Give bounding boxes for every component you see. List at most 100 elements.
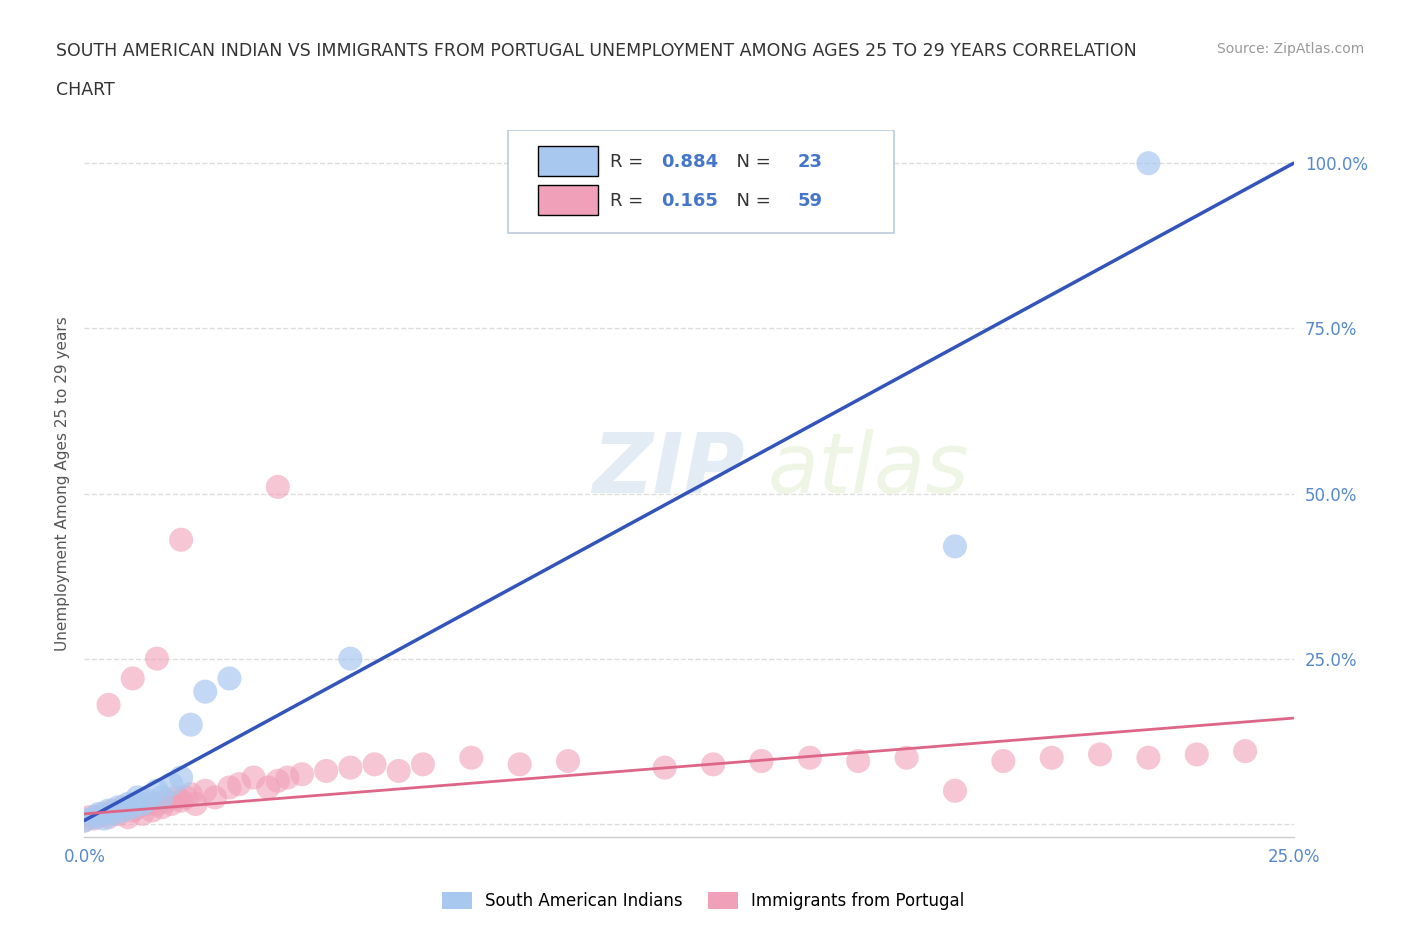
Point (174, 790, 197, 804)
Text: 0.165: 0.165 (661, 192, 718, 210)
Point (83, 811, 105, 826)
Point (993, 753, 1015, 768)
Point (218, 671, 240, 686)
Point (170, 770, 193, 785)
Point (121, 800, 143, 815)
Text: N =: N = (725, 192, 776, 210)
Point (131, 796, 153, 811)
Point (127, 790, 149, 804)
Point (155, 793, 177, 808)
Point (194, 783, 217, 798)
Point (654, 760, 676, 775)
Point (194, 684, 217, 699)
Text: CHART: CHART (56, 81, 115, 99)
FancyBboxPatch shape (508, 130, 894, 232)
Point (180, 717, 202, 732)
Point (412, 757, 434, 772)
FancyBboxPatch shape (538, 146, 599, 176)
Point (117, 796, 139, 811)
Point (160, 796, 183, 811)
Point (103, 806, 125, 821)
Point (257, 780, 280, 795)
Point (339, 760, 361, 775)
Point (276, 770, 298, 785)
Point (267, 774, 290, 789)
Point (73, 813, 96, 828)
Point (170, 532, 193, 547)
Point (1185, 747, 1208, 762)
Text: 23: 23 (797, 153, 823, 171)
Point (87, 808, 110, 823)
Point (117, 810, 139, 825)
Text: 0.884: 0.884 (661, 153, 718, 171)
Point (846, 753, 869, 768)
Point (87, 806, 110, 821)
Point (460, 751, 482, 765)
Point (141, 804, 163, 818)
Point (73, 813, 96, 828)
Text: R =: R = (610, 153, 650, 171)
Point (107, 806, 129, 821)
Text: ZIP: ZIP (592, 429, 745, 510)
Point (943, 783, 966, 798)
Y-axis label: Unemployment Among Ages 25 to 29 years: Unemployment Among Ages 25 to 29 years (55, 316, 70, 651)
Point (93, 806, 115, 821)
Point (702, 757, 724, 772)
Point (121, 671, 143, 686)
Point (112, 804, 135, 818)
Point (131, 806, 153, 821)
Point (107, 800, 129, 815)
Point (1040, 751, 1063, 765)
Point (751, 753, 773, 768)
Point (103, 804, 125, 818)
Point (136, 793, 159, 808)
Point (77, 810, 100, 825)
Point (1137, 751, 1160, 765)
Point (204, 790, 226, 804)
Point (146, 796, 169, 811)
Text: N =: N = (725, 153, 776, 171)
Point (799, 751, 821, 765)
Point (509, 757, 531, 772)
Point (150, 800, 173, 815)
Legend: South American Indians, Immigrants from Portugal: South American Indians, Immigrants from … (434, 885, 972, 917)
Point (363, 757, 385, 772)
Text: R =: R = (610, 192, 650, 210)
Text: 59: 59 (797, 192, 823, 210)
Point (242, 770, 264, 785)
Point (146, 783, 169, 798)
Point (315, 764, 337, 778)
Point (160, 777, 183, 791)
FancyBboxPatch shape (538, 185, 599, 215)
Point (93, 811, 115, 826)
Point (1088, 747, 1111, 762)
Point (97, 804, 120, 818)
Point (557, 753, 579, 768)
Point (388, 764, 411, 778)
Point (339, 651, 361, 666)
Point (165, 790, 187, 804)
Point (896, 751, 918, 765)
Point (97, 810, 120, 825)
Text: SOUTH AMERICAN INDIAN VS IMMIGRANTS FROM PORTUGAL UNEMPLOYMENT AMONG AGES 25 TO : SOUTH AMERICAN INDIAN VS IMMIGRANTS FROM… (56, 42, 1137, 60)
Point (121, 804, 143, 818)
Point (146, 651, 169, 666)
Point (943, 538, 966, 553)
Point (1234, 744, 1257, 759)
Point (180, 787, 202, 802)
Text: atlas: atlas (768, 429, 969, 510)
Point (127, 800, 149, 815)
Point (291, 767, 314, 782)
Point (218, 780, 240, 795)
Point (83, 810, 105, 825)
Point (136, 796, 159, 811)
Point (170, 793, 193, 808)
Point (1137, 156, 1160, 171)
Point (150, 790, 173, 804)
Point (184, 796, 207, 811)
Point (112, 800, 135, 815)
Point (228, 777, 250, 791)
Point (97, 698, 120, 712)
Point (267, 480, 290, 495)
Text: Source: ZipAtlas.com: Source: ZipAtlas.com (1216, 42, 1364, 56)
